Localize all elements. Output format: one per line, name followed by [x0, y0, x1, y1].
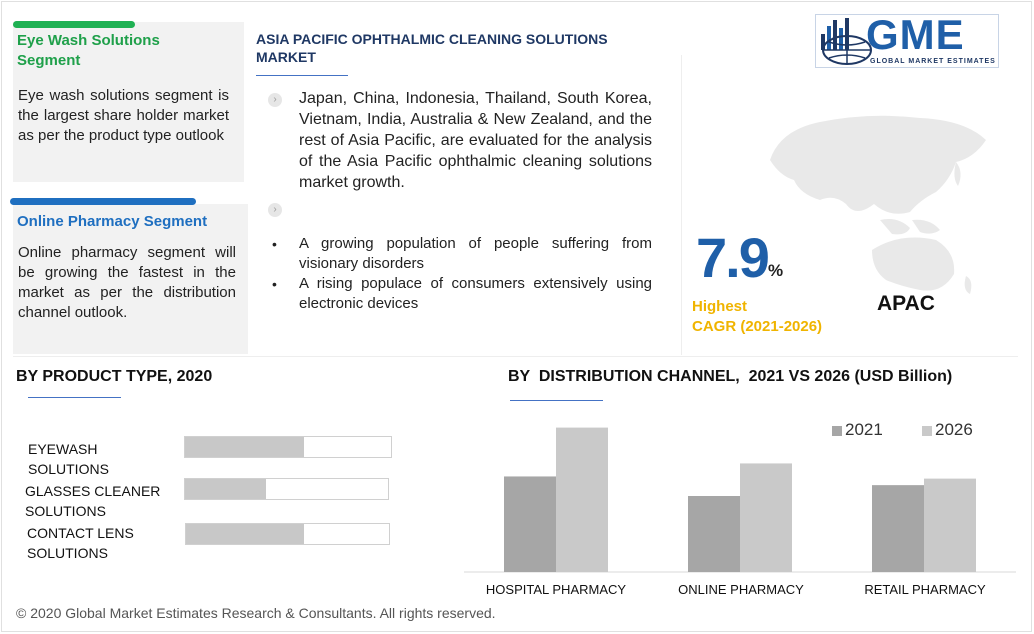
product-type-underline — [28, 397, 121, 398]
product-type-bar-fill — [186, 524, 304, 544]
asia-pacific-map-image — [770, 115, 986, 294]
globe-logo-icon — [815, 14, 999, 68]
product-type-label: CONTACT LENS SOLUTIONS — [27, 525, 134, 561]
bullet-dot-icon: • — [272, 236, 277, 252]
bar-2021-retail-pharmacy — [872, 485, 924, 572]
online-pharmacy-segment-card — [13, 204, 248, 354]
product-type-bar-fill — [185, 479, 267, 499]
category-label: ONLINE PHARMACY — [678, 582, 804, 597]
eye-wash-accent-bar — [13, 21, 135, 28]
product-type-title: BY PRODUCT TYPE, 2020 — [16, 368, 213, 385]
eye-wash-segment-text: Eye wash solutions segment is the larges… — [18, 87, 229, 144]
category-label: HOSPITAL PHARMACY — [485, 582, 627, 597]
legend-label-2026: 2026 — [935, 420, 973, 439]
chevron-right-icon: › — [268, 203, 282, 217]
legend-swatch-2021 — [832, 426, 842, 436]
section-divider — [13, 356, 1018, 357]
chart-title-underline — [510, 400, 603, 401]
bar-2026-retail-pharmacy — [924, 478, 976, 572]
gme-logo — [815, 14, 999, 68]
legend-swatch-2026 — [922, 426, 932, 436]
chart-title: BY DISTRIBUTION CHANNEL, 2021 VS 2026 (U… — [508, 368, 953, 385]
eye-wash-segment-card — [13, 22, 244, 182]
bullet-dot-icon: • — [272, 276, 277, 292]
market-driver-item: A rising populace of consumers extensive… — [299, 275, 652, 312]
market-title-underline — [256, 75, 348, 76]
copyright-footer: © 2020 Global Market Estimates Research … — [16, 605, 496, 621]
legend-label-2021: 2021 — [845, 420, 883, 439]
cagr-label-highest: Highest — [692, 298, 748, 315]
product-type-bar — [185, 523, 390, 545]
distribution-channel-chart — [464, 427, 1016, 573]
online-pharmacy-segment-title: Online Pharmacy Segment — [17, 213, 208, 230]
market-title: ASIA PACIFIC OPHTHALMIC CLEANING SOLUTIO… — [256, 31, 608, 65]
product-type-label: GLASSES CLEANER SOLUTIONS — [25, 483, 161, 519]
category-label: RETAIL PHARMACY — [864, 582, 986, 597]
bar-2026-hospital-pharmacy — [556, 427, 608, 572]
product-type-bar-fill — [185, 437, 305, 457]
product-type-label: EYEWASH SOLUTIONS — [28, 441, 109, 477]
bar-2026-online-pharmacy — [740, 463, 792, 572]
logo-tagline: GLOBAL MARKET ESTIMATES — [870, 58, 996, 65]
market-intro-text: Japan, China, Indonesia, Thailand, South… — [299, 90, 652, 191]
product-type-bar — [184, 478, 389, 500]
cagr-unit: % — [768, 261, 784, 280]
cagr-label-period: CAGR (2021-2026) — [692, 318, 823, 335]
panel-divider — [681, 55, 682, 355]
bar-2021-online-pharmacy — [688, 496, 740, 572]
eye-wash-segment-title: Eye Wash Solutions Segment — [17, 32, 160, 69]
bar-2021-hospital-pharmacy — [504, 476, 556, 572]
region-label: APAC — [877, 292, 935, 315]
online-pharmacy-accent-bar — [10, 198, 196, 205]
chevron-right-icon: › — [268, 93, 282, 107]
product-type-bar — [184, 436, 392, 458]
cagr-value: 7.9 — [696, 226, 770, 289]
market-driver-item: A growing population of people suffering… — [299, 235, 652, 272]
online-pharmacy-segment-text: Online pharmacy segment will be growing … — [18, 244, 236, 321]
logo-wordmark: GME — [866, 11, 965, 58]
